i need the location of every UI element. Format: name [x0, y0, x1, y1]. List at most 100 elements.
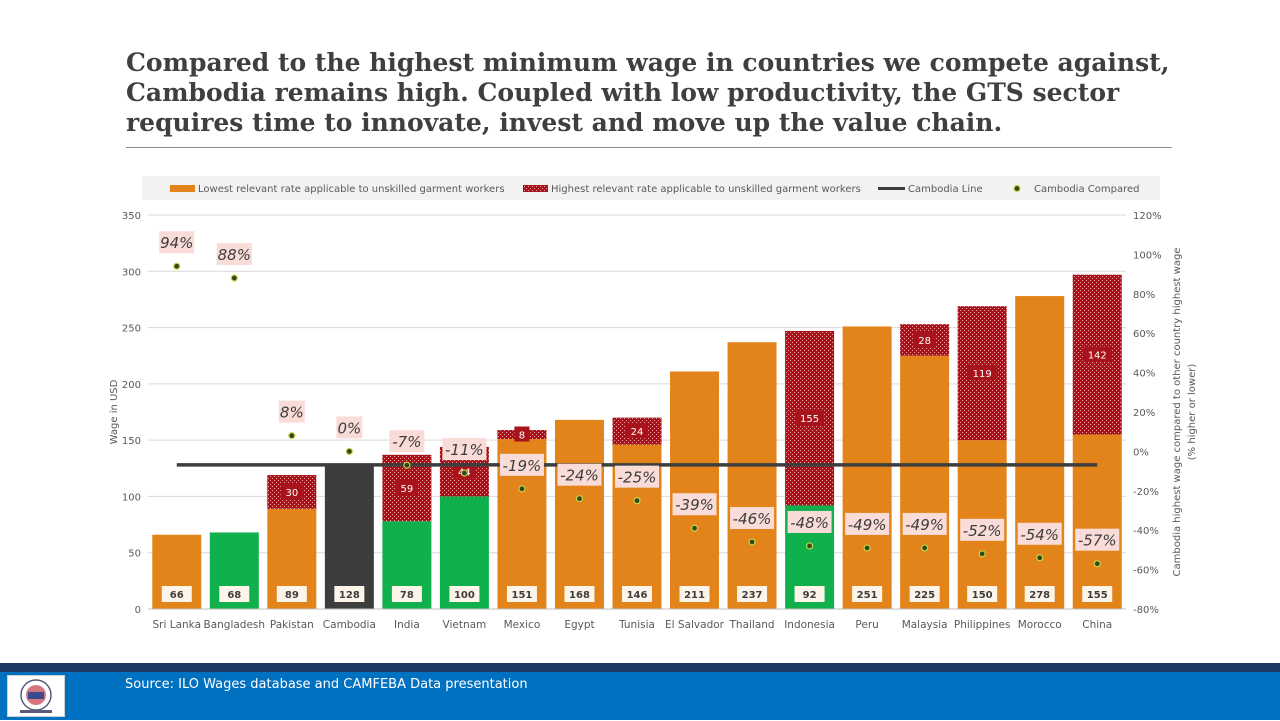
lowest-value-label: 251	[857, 590, 878, 601]
cambodia-compared-label: -54%	[1020, 526, 1059, 544]
y2-tick-label: 60%	[1133, 329, 1155, 340]
cambodia-compared-label-bg	[730, 507, 775, 530]
cambodia-compared-marker	[230, 274, 238, 282]
y2-tick-label: -40%	[1133, 526, 1159, 537]
y2-axis-title-line2: (% higher or lower)	[1187, 364, 1198, 461]
wage-comparison-chart: Lowest relevant rate applicable to unski…	[109, 176, 1198, 631]
cambodia-compared-label-bg	[902, 512, 947, 535]
cambodia-compared-label: -7%	[392, 433, 421, 451]
y2-tick-label: 100%	[1133, 250, 1162, 261]
lowest-value-label: 211	[684, 590, 705, 601]
x-tick-label: Pakistan	[270, 619, 314, 631]
lowest-value-label-bg	[1082, 586, 1113, 602]
cambodia-compared-marker	[633, 497, 641, 505]
highest-value-label-bg	[514, 426, 530, 442]
cambodia-compared-marker	[460, 469, 469, 477]
cambodia-compared-label: 8%	[280, 404, 304, 422]
cambodia-compared-marker	[345, 447, 353, 455]
lowest-value-label-bg	[506, 586, 537, 602]
legend-swatch-lowest	[170, 185, 195, 192]
cambodia-compared-marker	[921, 544, 929, 552]
lowest-value-label: 89	[285, 590, 299, 601]
x-tick-label: Mexico	[504, 619, 541, 631]
cambodia-compared-label-bg	[787, 510, 832, 533]
cambodia-compared-label: -57%	[1078, 532, 1117, 550]
x-tick-label: El Salvador	[665, 619, 725, 631]
highest-value-label-bg	[795, 410, 825, 426]
y2-tick-label: 40%	[1133, 369, 1155, 380]
lowest-value-label: 92	[803, 590, 817, 601]
cambodia-compared-label: -11%	[445, 441, 484, 459]
lowest-value-label: 66	[170, 590, 184, 601]
lowest-value-label-bg	[1024, 586, 1055, 602]
highest-value-label-bg	[1082, 346, 1112, 362]
cambodia-compared-label-bg	[159, 231, 195, 254]
lowest-value-label: 155	[1087, 590, 1108, 601]
cambodia-compared-label: -49%	[905, 516, 944, 534]
highest-value-label: 59	[401, 484, 414, 495]
lowest-value-label: 78	[400, 590, 414, 601]
lowest-value-label-bg	[737, 586, 768, 602]
y-tick-label: 300	[122, 267, 141, 278]
bar-lowest-china	[1072, 434, 1122, 609]
x-tick-label: Peru	[855, 619, 878, 631]
cambodia-compared-label: -52%	[963, 522, 1002, 540]
highest-value-label-bg	[626, 423, 648, 439]
lowest-value-label-bg	[967, 586, 998, 602]
highest-value-label-bg	[967, 365, 997, 381]
cambodia-compared-label-bg	[442, 438, 487, 461]
source-note: Source: ILO Wages database and CAMFEBA D…	[125, 677, 528, 692]
lowest-value-label: 168	[569, 590, 590, 601]
cambodia-compared-marker	[403, 461, 411, 469]
lowest-value-label: 100	[454, 590, 475, 601]
cambodia-compared-label: -49%	[848, 516, 887, 534]
highest-value-label: 24	[631, 427, 644, 438]
highest-value-label: 30	[285, 488, 298, 499]
lowest-value-label-bg	[161, 586, 192, 602]
bar-lowest-morocco	[1015, 296, 1065, 609]
cambodia-compared-marker	[173, 262, 181, 270]
cambodia-compared-label-bg	[278, 400, 305, 423]
highest-value-label: 155	[800, 414, 819, 425]
cambodia-compared-label: 94%	[160, 234, 193, 252]
footer-stripe	[0, 663, 1280, 672]
highest-value-label: 142	[1088, 351, 1107, 362]
legend-label-lowest: Lowest relevant rate applicable to unski…	[198, 184, 505, 195]
cambodia-compared-label: -48%	[790, 514, 829, 532]
cambodia-compared-label: -24%	[560, 467, 599, 485]
x-tick-label: Vietnam	[443, 619, 487, 631]
highest-value-label: 8	[519, 431, 525, 442]
cambodia-compared-label: 88%	[218, 246, 251, 264]
y-tick-label: 50	[128, 549, 141, 560]
x-tick-label: Indonesia	[784, 619, 835, 631]
lowest-value-label-bg	[794, 586, 825, 602]
cambodia-compared-marker	[1093, 560, 1101, 568]
y2-axis-title-line1: Cambodia highest wage compared to other …	[1172, 248, 1183, 577]
legend-label-cambodia-line: Cambodia Line	[908, 184, 983, 195]
lowest-value-label: 68	[227, 590, 241, 601]
lowest-value-label: 128	[339, 590, 360, 601]
organization-logo	[7, 675, 65, 717]
bar-lowest-peru	[842, 326, 892, 609]
cambodia-compared-label: 0%	[337, 419, 361, 437]
cambodia-compared-marker	[518, 485, 526, 493]
lowest-value-label-bg	[909, 586, 940, 602]
lowest-value-label-bg	[852, 586, 883, 602]
y2-tick-label: -20%	[1133, 487, 1159, 498]
bar-lowest-egypt	[554, 419, 604, 609]
x-tick-label: Cambodia	[323, 619, 376, 631]
lowest-value-label-bg	[276, 586, 307, 602]
x-tick-label: Bangladesh	[204, 619, 266, 631]
legend-swatch-highest	[523, 185, 548, 192]
cambodia-compared-label-bg	[672, 493, 717, 516]
y2-tick-label: -80%	[1133, 605, 1159, 616]
lowest-value-label-bg	[679, 586, 710, 602]
legend-label-highest: Highest relevant rate applicable to unsk…	[551, 184, 861, 195]
lowest-value-label: 151	[512, 590, 533, 601]
cambodia-compared-label-bg	[389, 430, 425, 453]
cambodia-compared-marker	[748, 538, 756, 546]
legend: Lowest relevant rate applicable to unski…	[142, 176, 1160, 200]
cambodia-compared-label: -39%	[675, 496, 714, 514]
highest-value-label: 119	[973, 369, 992, 380]
cambodia-compared-label-bg	[960, 518, 1005, 541]
